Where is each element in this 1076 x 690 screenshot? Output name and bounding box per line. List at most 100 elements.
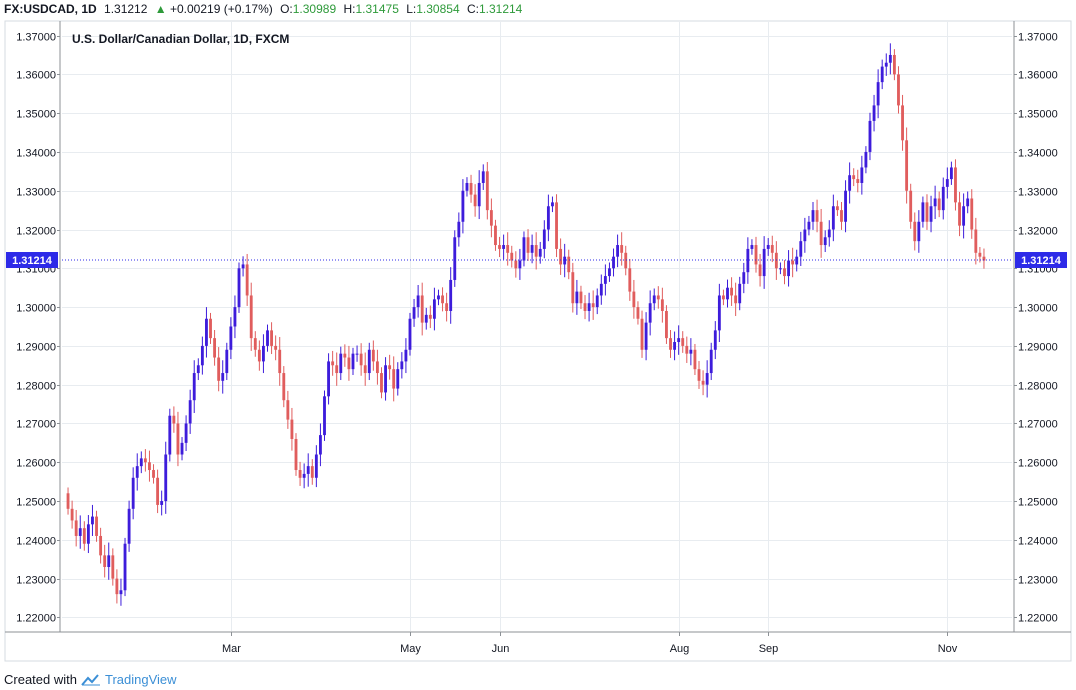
candle-body — [400, 361, 404, 370]
candle-body — [787, 260, 790, 277]
y-tick-label-left: 1.25000 — [16, 497, 56, 509]
candle-body — [628, 268, 632, 292]
candle-body — [921, 202, 925, 222]
candle-body — [253, 338, 257, 350]
candles — [66, 43, 986, 606]
chart-frame — [4, 20, 1072, 662]
candle-body — [559, 248, 563, 265]
candle-body — [742, 272, 746, 284]
candle-body — [933, 198, 937, 207]
candle-body — [327, 361, 330, 397]
candle-body — [135, 466, 139, 478]
candle-body — [388, 365, 392, 370]
candle-body — [913, 221, 917, 242]
candle-body — [750, 245, 754, 249]
y-tick-label-right: 1.35000 — [1018, 109, 1058, 121]
candle-body — [205, 318, 208, 346]
candle-body — [66, 493, 70, 509]
candle-body — [347, 357, 351, 370]
candle-body — [970, 198, 974, 230]
candle-body — [233, 307, 237, 327]
candle-body — [148, 462, 151, 471]
candle-body — [266, 330, 269, 346]
candle-body — [831, 206, 835, 230]
candle-body — [302, 473, 306, 478]
candle-body — [982, 256, 986, 261]
created-with-label: Created with — [4, 672, 77, 687]
candle-body — [726, 287, 729, 300]
price-tag-right-label: 1.31214 — [1021, 255, 1062, 267]
chart-title: U.S. Dollar/Canadian Dollar, 1D, FXCM — [72, 32, 290, 46]
x-tick-label: Jun — [492, 643, 510, 655]
candle-body — [107, 555, 111, 567]
candle-body — [640, 318, 644, 350]
candle-body — [363, 365, 367, 374]
candle-body — [392, 369, 396, 389]
candle-body — [196, 365, 200, 374]
candle-body — [709, 349, 713, 374]
candle-body — [294, 438, 298, 471]
candle-body — [746, 248, 750, 273]
candle-body — [652, 295, 656, 304]
low-value: 1.30854 — [416, 2, 460, 16]
candle-body — [432, 299, 436, 319]
tradingview-brand[interactable]: TradingView — [104, 672, 177, 687]
candle-body — [835, 206, 839, 211]
candle-body — [949, 167, 953, 180]
candle-body — [852, 175, 856, 180]
x-tick-label: Aug — [670, 643, 690, 655]
candle-body — [673, 342, 677, 350]
candle-body — [249, 295, 253, 339]
y-tick-label-left: 1.33000 — [16, 187, 56, 199]
candle-body — [534, 245, 538, 257]
candle-body — [888, 54, 892, 63]
candle-body — [892, 54, 896, 75]
candle-body — [115, 578, 119, 595]
candle-body — [563, 256, 567, 265]
candle-body — [978, 252, 982, 257]
candle-body — [494, 225, 497, 246]
candle-body — [612, 256, 615, 269]
candle-body — [213, 338, 217, 358]
candle-body — [502, 245, 506, 249]
chart-grid — [62, 22, 1012, 631]
candle-body — [685, 345, 689, 354]
y-tick-label-right: 1.30000 — [1018, 303, 1058, 315]
candle-body — [506, 245, 510, 253]
candle-body — [323, 396, 326, 436]
candle-body — [408, 318, 412, 350]
candle-body — [278, 349, 282, 374]
candle-body — [648, 303, 652, 323]
candle-body — [229, 326, 233, 350]
candle-body — [139, 458, 143, 467]
candle-body — [469, 182, 473, 195]
candle-body — [864, 151, 868, 168]
candle-body — [82, 528, 86, 544]
candle-body — [367, 349, 371, 374]
candle-body — [897, 74, 900, 106]
candle-body — [172, 415, 176, 424]
candle-body — [754, 245, 758, 265]
up-arrow-icon: ▲ — [154, 2, 167, 16]
candle-body — [815, 210, 819, 222]
candle-body — [156, 477, 160, 505]
price-tag-left-label: 1.31214 — [12, 255, 53, 267]
candle-body — [542, 229, 546, 249]
candle-body — [99, 535, 103, 556]
candle-body — [343, 353, 347, 358]
candle-body — [551, 202, 554, 207]
candle-body — [209, 318, 212, 339]
candle-body — [270, 330, 273, 346]
candle-body — [770, 245, 774, 253]
y-tick-label-right: 1.25000 — [1018, 497, 1058, 509]
candle-body — [730, 287, 733, 296]
y-tick-label-right: 1.29000 — [1018, 342, 1058, 354]
candle-body — [734, 295, 738, 304]
candle-body — [945, 179, 949, 187]
candle-body — [245, 264, 249, 296]
candle-body — [795, 256, 799, 265]
candle-body — [184, 423, 188, 443]
y-tick-label-left: 1.30000 — [16, 303, 56, 315]
candle-body — [339, 353, 343, 374]
